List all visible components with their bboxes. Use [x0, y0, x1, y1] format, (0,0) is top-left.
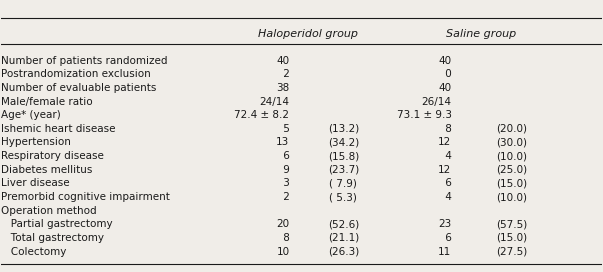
Text: (26.3): (26.3): [329, 247, 360, 256]
Text: Number of patients randomized: Number of patients randomized: [1, 55, 168, 66]
Text: Hypertension: Hypertension: [1, 137, 71, 147]
Text: Total gastrectomy: Total gastrectomy: [1, 233, 104, 243]
Text: Premorbid cognitive impairment: Premorbid cognitive impairment: [1, 192, 170, 202]
Text: (10.0): (10.0): [497, 151, 528, 161]
Text: 4: 4: [441, 151, 452, 161]
Text: 12: 12: [438, 137, 452, 147]
Text: Saline group: Saline group: [446, 29, 517, 39]
Text: Haloperidol group: Haloperidol group: [257, 29, 358, 39]
Text: 73.1 ± 9.3: 73.1 ± 9.3: [397, 110, 452, 120]
Text: 40: 40: [438, 83, 452, 93]
Text: Male/female ratio: Male/female ratio: [1, 97, 93, 107]
Text: 72.4 ± 8.2: 72.4 ± 8.2: [235, 110, 289, 120]
Text: 23: 23: [438, 219, 452, 229]
Text: ( 5.3): ( 5.3): [329, 192, 356, 202]
Text: Diabetes mellitus: Diabetes mellitus: [1, 165, 93, 175]
Text: Respiratory disease: Respiratory disease: [1, 151, 104, 161]
Text: Number of evaluable patients: Number of evaluable patients: [1, 83, 157, 93]
Text: (23.7): (23.7): [329, 165, 360, 175]
Text: (57.5): (57.5): [497, 219, 528, 229]
Text: (20.0): (20.0): [497, 124, 528, 134]
Text: 0: 0: [442, 69, 452, 79]
Text: Partial gastrectomy: Partial gastrectomy: [1, 219, 113, 229]
Text: (52.6): (52.6): [329, 219, 360, 229]
Text: (27.5): (27.5): [497, 247, 528, 256]
Text: Liver disease: Liver disease: [1, 178, 70, 188]
Text: 8: 8: [441, 124, 452, 134]
Text: 20: 20: [276, 219, 289, 229]
Text: 26/14: 26/14: [421, 97, 452, 107]
Text: 9: 9: [280, 165, 289, 175]
Text: (10.0): (10.0): [497, 192, 528, 202]
Text: 8: 8: [280, 233, 289, 243]
Text: (15.0): (15.0): [497, 233, 528, 243]
Text: ( 7.9): ( 7.9): [329, 178, 356, 188]
Text: 3: 3: [280, 178, 289, 188]
Text: 24/14: 24/14: [259, 97, 289, 107]
Text: (13.2): (13.2): [329, 124, 360, 134]
Text: (15.8): (15.8): [329, 151, 360, 161]
Text: (30.0): (30.0): [497, 137, 528, 147]
Text: Colectomy: Colectomy: [1, 247, 67, 256]
Text: 11: 11: [438, 247, 452, 256]
Text: (25.0): (25.0): [497, 165, 528, 175]
Text: Operation method: Operation method: [1, 206, 97, 216]
Text: (15.0): (15.0): [497, 178, 528, 188]
Text: 6: 6: [441, 178, 452, 188]
Text: 38: 38: [276, 83, 289, 93]
Text: 2: 2: [280, 69, 289, 79]
Text: 6: 6: [280, 151, 289, 161]
Text: 40: 40: [438, 55, 452, 66]
Text: 5: 5: [280, 124, 289, 134]
Text: Ishemic heart disease: Ishemic heart disease: [1, 124, 116, 134]
Text: Postrandomization exclusion: Postrandomization exclusion: [1, 69, 151, 79]
Text: Age* (year): Age* (year): [1, 110, 61, 120]
Text: 13: 13: [276, 137, 289, 147]
Text: 6: 6: [441, 233, 452, 243]
Text: 2: 2: [280, 192, 289, 202]
Text: 12: 12: [438, 165, 452, 175]
Text: 40: 40: [276, 55, 289, 66]
Text: (34.2): (34.2): [329, 137, 360, 147]
Text: 10: 10: [276, 247, 289, 256]
Text: (21.1): (21.1): [329, 233, 360, 243]
Text: 4: 4: [441, 192, 452, 202]
